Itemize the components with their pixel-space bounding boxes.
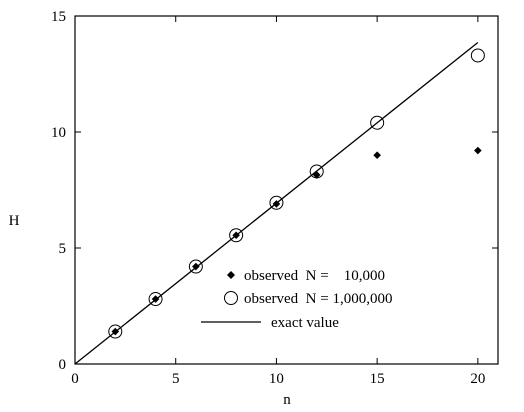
legend-label-exact-value: exact value <box>271 315 339 331</box>
plot-frame <box>74 15 499 365</box>
observed-10000-point <box>192 262 200 271</box>
observed-10000-point <box>272 200 281 208</box>
observed-1000000-point <box>269 195 284 210</box>
tick-labels: 0 5 10 15 20 0 5 10 15 <box>51 9 485 387</box>
legend: observed N = 10,000 observed N = 1,000,0… <box>201 268 392 331</box>
observed-1000000-point <box>188 259 203 274</box>
observed-10000-point <box>232 231 240 240</box>
axis-ticks <box>74 15 498 365</box>
observed-10000-point <box>111 327 120 336</box>
x-tick-label: 5 <box>172 371 180 387</box>
y-tick-label: 10 <box>51 125 66 141</box>
observed-1000000-point <box>108 324 123 339</box>
observed-1000000-point <box>229 228 244 243</box>
observed-1000000-point <box>148 292 163 307</box>
y-tick-label: 0 <box>59 357 67 373</box>
y-tick-label: 5 <box>59 241 67 257</box>
observed-1000000-point <box>470 48 485 63</box>
x-tick-label: 0 <box>71 371 79 387</box>
observed-10000-series <box>111 146 482 336</box>
x-axis-label: n <box>283 392 291 408</box>
observed-10000-point <box>151 295 160 303</box>
legend-label-observed-1000000: observed N = 1,000,000 <box>244 291 392 307</box>
x-tick-label: 20 <box>470 371 485 387</box>
x-tick-label: 10 <box>269 371 284 387</box>
x-tick-label: 15 <box>370 371 385 387</box>
observed-10000-point <box>474 146 482 155</box>
legend-marker-diamond <box>227 271 235 279</box>
observed-10000-point <box>373 151 381 159</box>
plot-border <box>74 15 499 365</box>
y-axis-label: H <box>9 213 20 229</box>
observed-1000000-point <box>370 115 385 130</box>
legend-label-observed-10000: observed N = 10,000 <box>244 268 385 284</box>
observed-10000-point <box>312 171 321 179</box>
y-tick-label: 15 <box>51 9 66 25</box>
legend-marker-circle <box>224 291 238 305</box>
